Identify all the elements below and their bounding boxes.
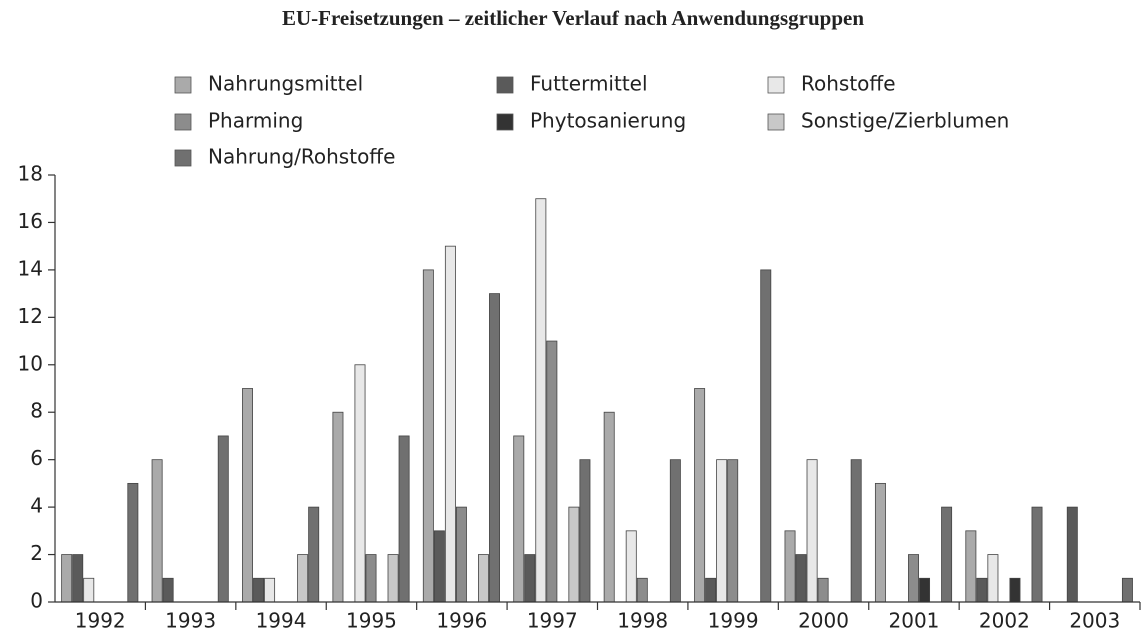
x-tick-label: 2001 bbox=[889, 609, 940, 633]
legend-swatch bbox=[767, 76, 785, 94]
x-tick-label: 2000 bbox=[798, 609, 849, 633]
x-tick-label: 1995 bbox=[346, 609, 397, 633]
bar bbox=[874, 482, 886, 603]
legend-swatch bbox=[496, 113, 514, 131]
bar bbox=[297, 554, 309, 603]
y-tick-label: 4 bbox=[30, 494, 43, 518]
bar bbox=[760, 269, 772, 603]
bar bbox=[387, 554, 399, 603]
bar bbox=[264, 577, 276, 603]
y-tick-label: 10 bbox=[18, 351, 43, 375]
bar bbox=[669, 459, 681, 603]
legend-label: Rohstoffe bbox=[801, 72, 896, 96]
x-tick-label: 1994 bbox=[256, 609, 307, 633]
bar bbox=[162, 577, 174, 603]
legend-label: Nahrung/Rohstoffe bbox=[208, 145, 395, 169]
legend-swatch bbox=[496, 76, 514, 94]
bar bbox=[850, 459, 862, 603]
bar bbox=[433, 530, 445, 603]
bar bbox=[332, 411, 344, 603]
y-tick-label: 18 bbox=[18, 162, 43, 186]
bar bbox=[422, 269, 434, 603]
chart-title: EU-Freisetzungen – zeitlicher Verlauf na… bbox=[282, 6, 864, 30]
legend-swatch bbox=[767, 113, 785, 131]
bar bbox=[546, 340, 558, 603]
legend-label: Pharming bbox=[208, 109, 303, 133]
bar bbox=[568, 506, 580, 603]
bar bbox=[61, 554, 73, 603]
bar bbox=[579, 459, 591, 603]
bar bbox=[83, 577, 95, 603]
bar bbox=[242, 388, 253, 603]
y-tick-label: 6 bbox=[30, 446, 43, 470]
legend-label: Phytosanierung bbox=[530, 109, 686, 133]
bar bbox=[705, 577, 717, 603]
legend-label: Nahrungsmittel bbox=[208, 72, 363, 96]
bar bbox=[976, 577, 988, 603]
bar bbox=[217, 435, 229, 603]
bar bbox=[1031, 506, 1043, 603]
bar bbox=[524, 554, 536, 603]
bar bbox=[908, 554, 919, 603]
x-tick-label: 2002 bbox=[979, 609, 1030, 633]
bar bbox=[636, 577, 648, 603]
y-tick-label: 8 bbox=[30, 399, 43, 423]
legend-swatch bbox=[174, 76, 192, 94]
bar bbox=[489, 293, 500, 603]
x-tick-label: 2003 bbox=[1069, 609, 1120, 633]
bar bbox=[1009, 577, 1021, 603]
bar bbox=[513, 435, 525, 603]
bar bbox=[444, 245, 456, 603]
bar bbox=[817, 577, 829, 603]
bar bbox=[625, 530, 637, 603]
bar bbox=[455, 506, 467, 603]
legend-swatch bbox=[174, 113, 192, 131]
bar bbox=[716, 459, 728, 603]
bar bbox=[354, 364, 366, 603]
x-tick-label: 1997 bbox=[527, 609, 578, 633]
bar bbox=[919, 577, 931, 603]
bar bbox=[72, 554, 84, 603]
bar bbox=[795, 554, 807, 603]
bar bbox=[694, 388, 706, 603]
bar bbox=[941, 506, 953, 603]
y-tick-label: 16 bbox=[18, 209, 43, 233]
bar bbox=[535, 198, 547, 603]
legend-label: Futtermittel bbox=[530, 72, 648, 96]
legend-label: Sonstige/Zierblumen bbox=[801, 109, 1009, 133]
bar bbox=[365, 554, 377, 603]
y-tick-label: 2 bbox=[30, 541, 43, 565]
x-tick-label: 1996 bbox=[436, 609, 487, 633]
y-tick-label: 0 bbox=[30, 589, 43, 613]
bar bbox=[127, 482, 139, 603]
bar bbox=[253, 577, 265, 603]
bar bbox=[308, 506, 320, 603]
x-tick-label: 1999 bbox=[708, 609, 759, 633]
bar bbox=[603, 411, 615, 603]
y-tick-label: 14 bbox=[18, 256, 43, 280]
bar bbox=[987, 554, 999, 603]
bar bbox=[727, 459, 739, 603]
bar bbox=[1121, 577, 1133, 603]
bar bbox=[151, 459, 163, 603]
bar bbox=[965, 530, 977, 603]
bar bbox=[398, 435, 410, 603]
y-tick-label: 12 bbox=[18, 304, 43, 328]
bar bbox=[806, 459, 818, 603]
x-tick-label: 1993 bbox=[165, 609, 216, 633]
legend-swatch bbox=[174, 149, 192, 167]
bar bbox=[478, 554, 489, 603]
bar bbox=[1066, 506, 1078, 603]
bar bbox=[784, 530, 796, 603]
x-tick-label: 1998 bbox=[617, 609, 668, 633]
x-tick-label: 1992 bbox=[75, 609, 126, 633]
